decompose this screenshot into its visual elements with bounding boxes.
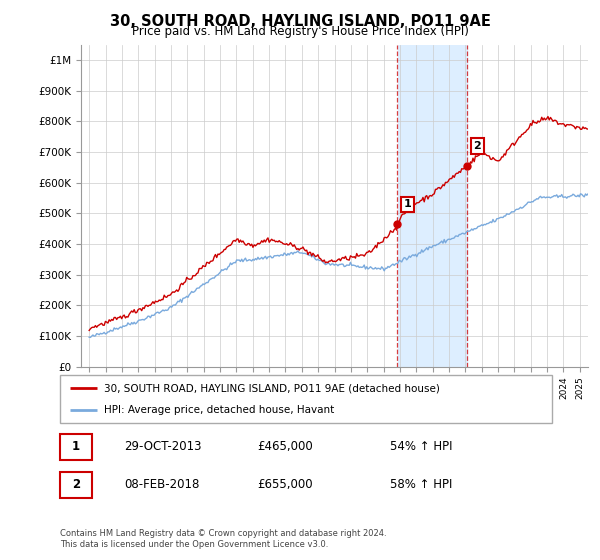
- Text: 29-OCT-2013: 29-OCT-2013: [124, 440, 202, 453]
- Text: 58% ↑ HPI: 58% ↑ HPI: [389, 478, 452, 491]
- FancyBboxPatch shape: [60, 435, 92, 460]
- Text: 2: 2: [473, 141, 481, 151]
- Text: 54% ↑ HPI: 54% ↑ HPI: [389, 440, 452, 453]
- Text: Price paid vs. HM Land Registry's House Price Index (HPI): Price paid vs. HM Land Registry's House …: [131, 25, 469, 38]
- Text: 30, SOUTH ROAD, HAYLING ISLAND, PO11 9AE: 30, SOUTH ROAD, HAYLING ISLAND, PO11 9AE: [110, 14, 490, 29]
- Text: £655,000: £655,000: [257, 478, 313, 491]
- Text: HPI: Average price, detached house, Havant: HPI: Average price, detached house, Hava…: [104, 405, 335, 415]
- FancyBboxPatch shape: [60, 472, 92, 498]
- Text: 30, SOUTH ROAD, HAYLING ISLAND, PO11 9AE (detached house): 30, SOUTH ROAD, HAYLING ISLAND, PO11 9AE…: [104, 383, 440, 393]
- Text: 08-FEB-2018: 08-FEB-2018: [124, 478, 199, 491]
- Text: 1: 1: [404, 199, 412, 209]
- Text: 1: 1: [72, 440, 80, 453]
- Text: £465,000: £465,000: [257, 440, 313, 453]
- Text: Contains HM Land Registry data © Crown copyright and database right 2024.
This d: Contains HM Land Registry data © Crown c…: [60, 529, 386, 549]
- FancyBboxPatch shape: [60, 375, 552, 423]
- Text: 2: 2: [72, 478, 80, 491]
